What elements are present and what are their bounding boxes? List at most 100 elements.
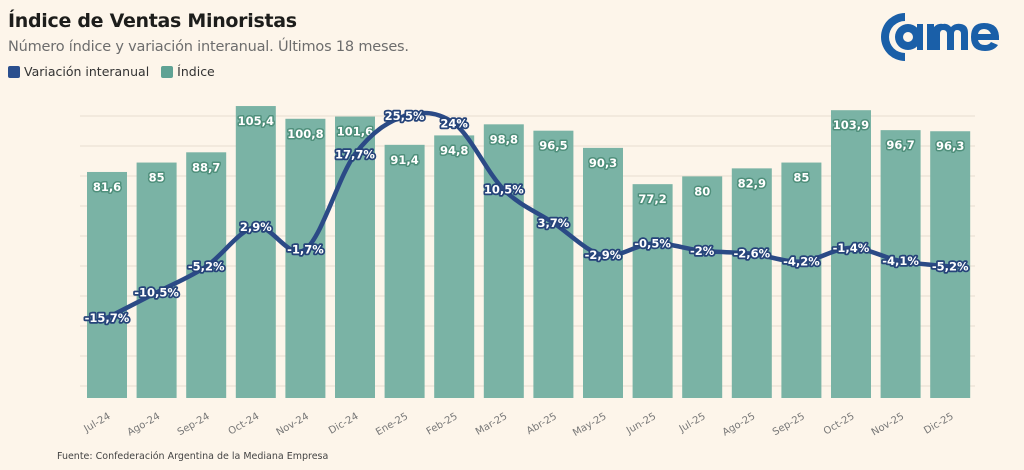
came-logo-icon — [881, 13, 1000, 61]
x-tick-label: Dic-24 — [327, 411, 360, 437]
bar-indice — [781, 162, 822, 398]
chart-subtitle: Número índice y variación interanual. Úl… — [8, 39, 409, 55]
line-label: 24% — [440, 116, 468, 130]
bar-label: 85 — [793, 171, 809, 185]
x-tick-label: Dic-25 — [922, 411, 955, 437]
line-label: -1,4% — [833, 241, 870, 255]
line-label: -15,7% — [85, 311, 130, 325]
line-label: -0,5% — [634, 236, 671, 250]
x-tick-label: Oct-25 — [822, 411, 857, 437]
line-point — [352, 151, 358, 157]
line-label: -4,2% — [783, 255, 820, 269]
bar-label: 91,4 — [390, 153, 418, 167]
bar-label: 80 — [694, 184, 710, 198]
x-tick-label: Ago-24 — [126, 411, 163, 438]
line-point — [451, 120, 457, 126]
bar-labels: 81,6 85 88,7 105,4 100,8 101,6 91,4 94,8 98,8 96,… — [91, 113, 966, 208]
legend-swatch-indice — [161, 65, 174, 78]
bar-label: 96,5 — [539, 139, 567, 153]
line-point — [898, 258, 904, 264]
x-tick-label: Nov-25 — [870, 411, 906, 438]
bar-label: 96,7 — [886, 138, 914, 152]
bar-indice — [136, 162, 177, 398]
bar-indice — [831, 110, 871, 399]
bar-label: 77,2 — [638, 192, 666, 206]
x-tick-label: Feb-25 — [425, 411, 460, 438]
line-point — [848, 245, 854, 251]
bar-indice — [285, 118, 326, 398]
x-tick-label: Ene-25 — [374, 411, 410, 438]
line-point — [154, 289, 160, 295]
line-point — [253, 224, 259, 230]
line-point — [600, 252, 606, 258]
x-tick-label: Jul-24 — [82, 411, 113, 435]
line-point — [699, 248, 705, 254]
bar-label: 82,9 — [738, 176, 766, 190]
bar-indice — [583, 147, 623, 398]
line-labels: -15,7% -10,5% -5,2% 2,9% -1,7% 17,7% 25,5% 24% 1… — [83, 107, 971, 326]
line-label: -5,2% — [188, 259, 225, 273]
line-label: 2,9% — [240, 220, 272, 234]
x-tick-label: May-25 — [571, 411, 608, 439]
line-label: 3,7% — [537, 216, 569, 230]
bar-label: 105,4 — [238, 114, 274, 128]
line-point — [104, 315, 110, 321]
line-label: -4,1% — [882, 254, 919, 268]
x-tick-label: Jun-25 — [624, 411, 658, 437]
bar-indice — [533, 130, 574, 398]
x-tick-label: Ago-25 — [721, 411, 758, 438]
line-label: -2% — [690, 244, 715, 258]
legend-item-indice: Índice — [161, 64, 215, 79]
line-label: 25,5% — [385, 109, 425, 123]
bar-label: 96,3 — [936, 139, 964, 153]
line-series — [104, 110, 953, 321]
bar-indice — [434, 135, 475, 399]
line-point — [947, 263, 953, 269]
x-tick-label: Sep-24 — [176, 411, 212, 438]
bar-indice — [335, 116, 375, 399]
line-label: -5,2% — [932, 259, 969, 273]
bar-indice — [87, 171, 127, 398]
bar-label: 88,7 — [192, 160, 220, 174]
came-logo — [878, 10, 1012, 68]
bar-label: 94,8 — [440, 143, 468, 157]
source-note: Fuente: Confederación Argentina de la Me… — [57, 451, 329, 462]
bar-label: 100,8 — [287, 127, 323, 141]
bar-label: 101,6 — [337, 125, 373, 139]
line-label: -10,5% — [134, 285, 179, 299]
line-label: -1,7% — [287, 242, 324, 256]
bar-label: 103,9 — [833, 118, 869, 132]
bar-indice — [483, 124, 524, 398]
line-point — [650, 240, 656, 246]
line-point — [550, 220, 556, 226]
line-point — [203, 263, 209, 269]
x-tick-label: Jul-25 — [677, 411, 708, 435]
line-point — [501, 187, 507, 193]
bar-label: 81,6 — [93, 180, 121, 194]
x-axis-ticks: Jul-24 Ago-24 Sep-24 Oct-24 Nov-24 Dic-24 Ene-… — [82, 411, 956, 439]
line-point — [402, 113, 408, 119]
line-point — [798, 259, 804, 265]
bar-label: 90,3 — [589, 156, 617, 170]
legend-item-variacion: Variación interanual — [8, 64, 149, 79]
bar-indice — [682, 176, 723, 398]
bar-indice — [731, 168, 772, 398]
line-label: -2,9% — [585, 248, 622, 262]
x-tick-label: Abr-25 — [525, 411, 559, 437]
line-point — [749, 251, 755, 257]
x-tick-label: Mar-25 — [474, 411, 509, 438]
chart-title: Índice de Ventas Minoristas — [8, 10, 297, 32]
bar-label: 98,8 — [490, 132, 518, 146]
bar-indice — [384, 144, 425, 398]
line-label: 10,5% — [484, 183, 524, 197]
legend-label-indice: Índice — [177, 64, 215, 79]
line-label: 17,7% — [335, 147, 375, 161]
bar-label: 85 — [149, 171, 165, 185]
x-tick-label: Sep-25 — [771, 411, 807, 438]
x-tick-label: Nov-24 — [275, 411, 311, 438]
legend-swatch-variacion — [8, 65, 20, 78]
legend-label-variacion: Variación interanual — [24, 64, 150, 79]
line-variacion — [104, 110, 953, 321]
x-tick-label: Oct-24 — [227, 411, 262, 437]
